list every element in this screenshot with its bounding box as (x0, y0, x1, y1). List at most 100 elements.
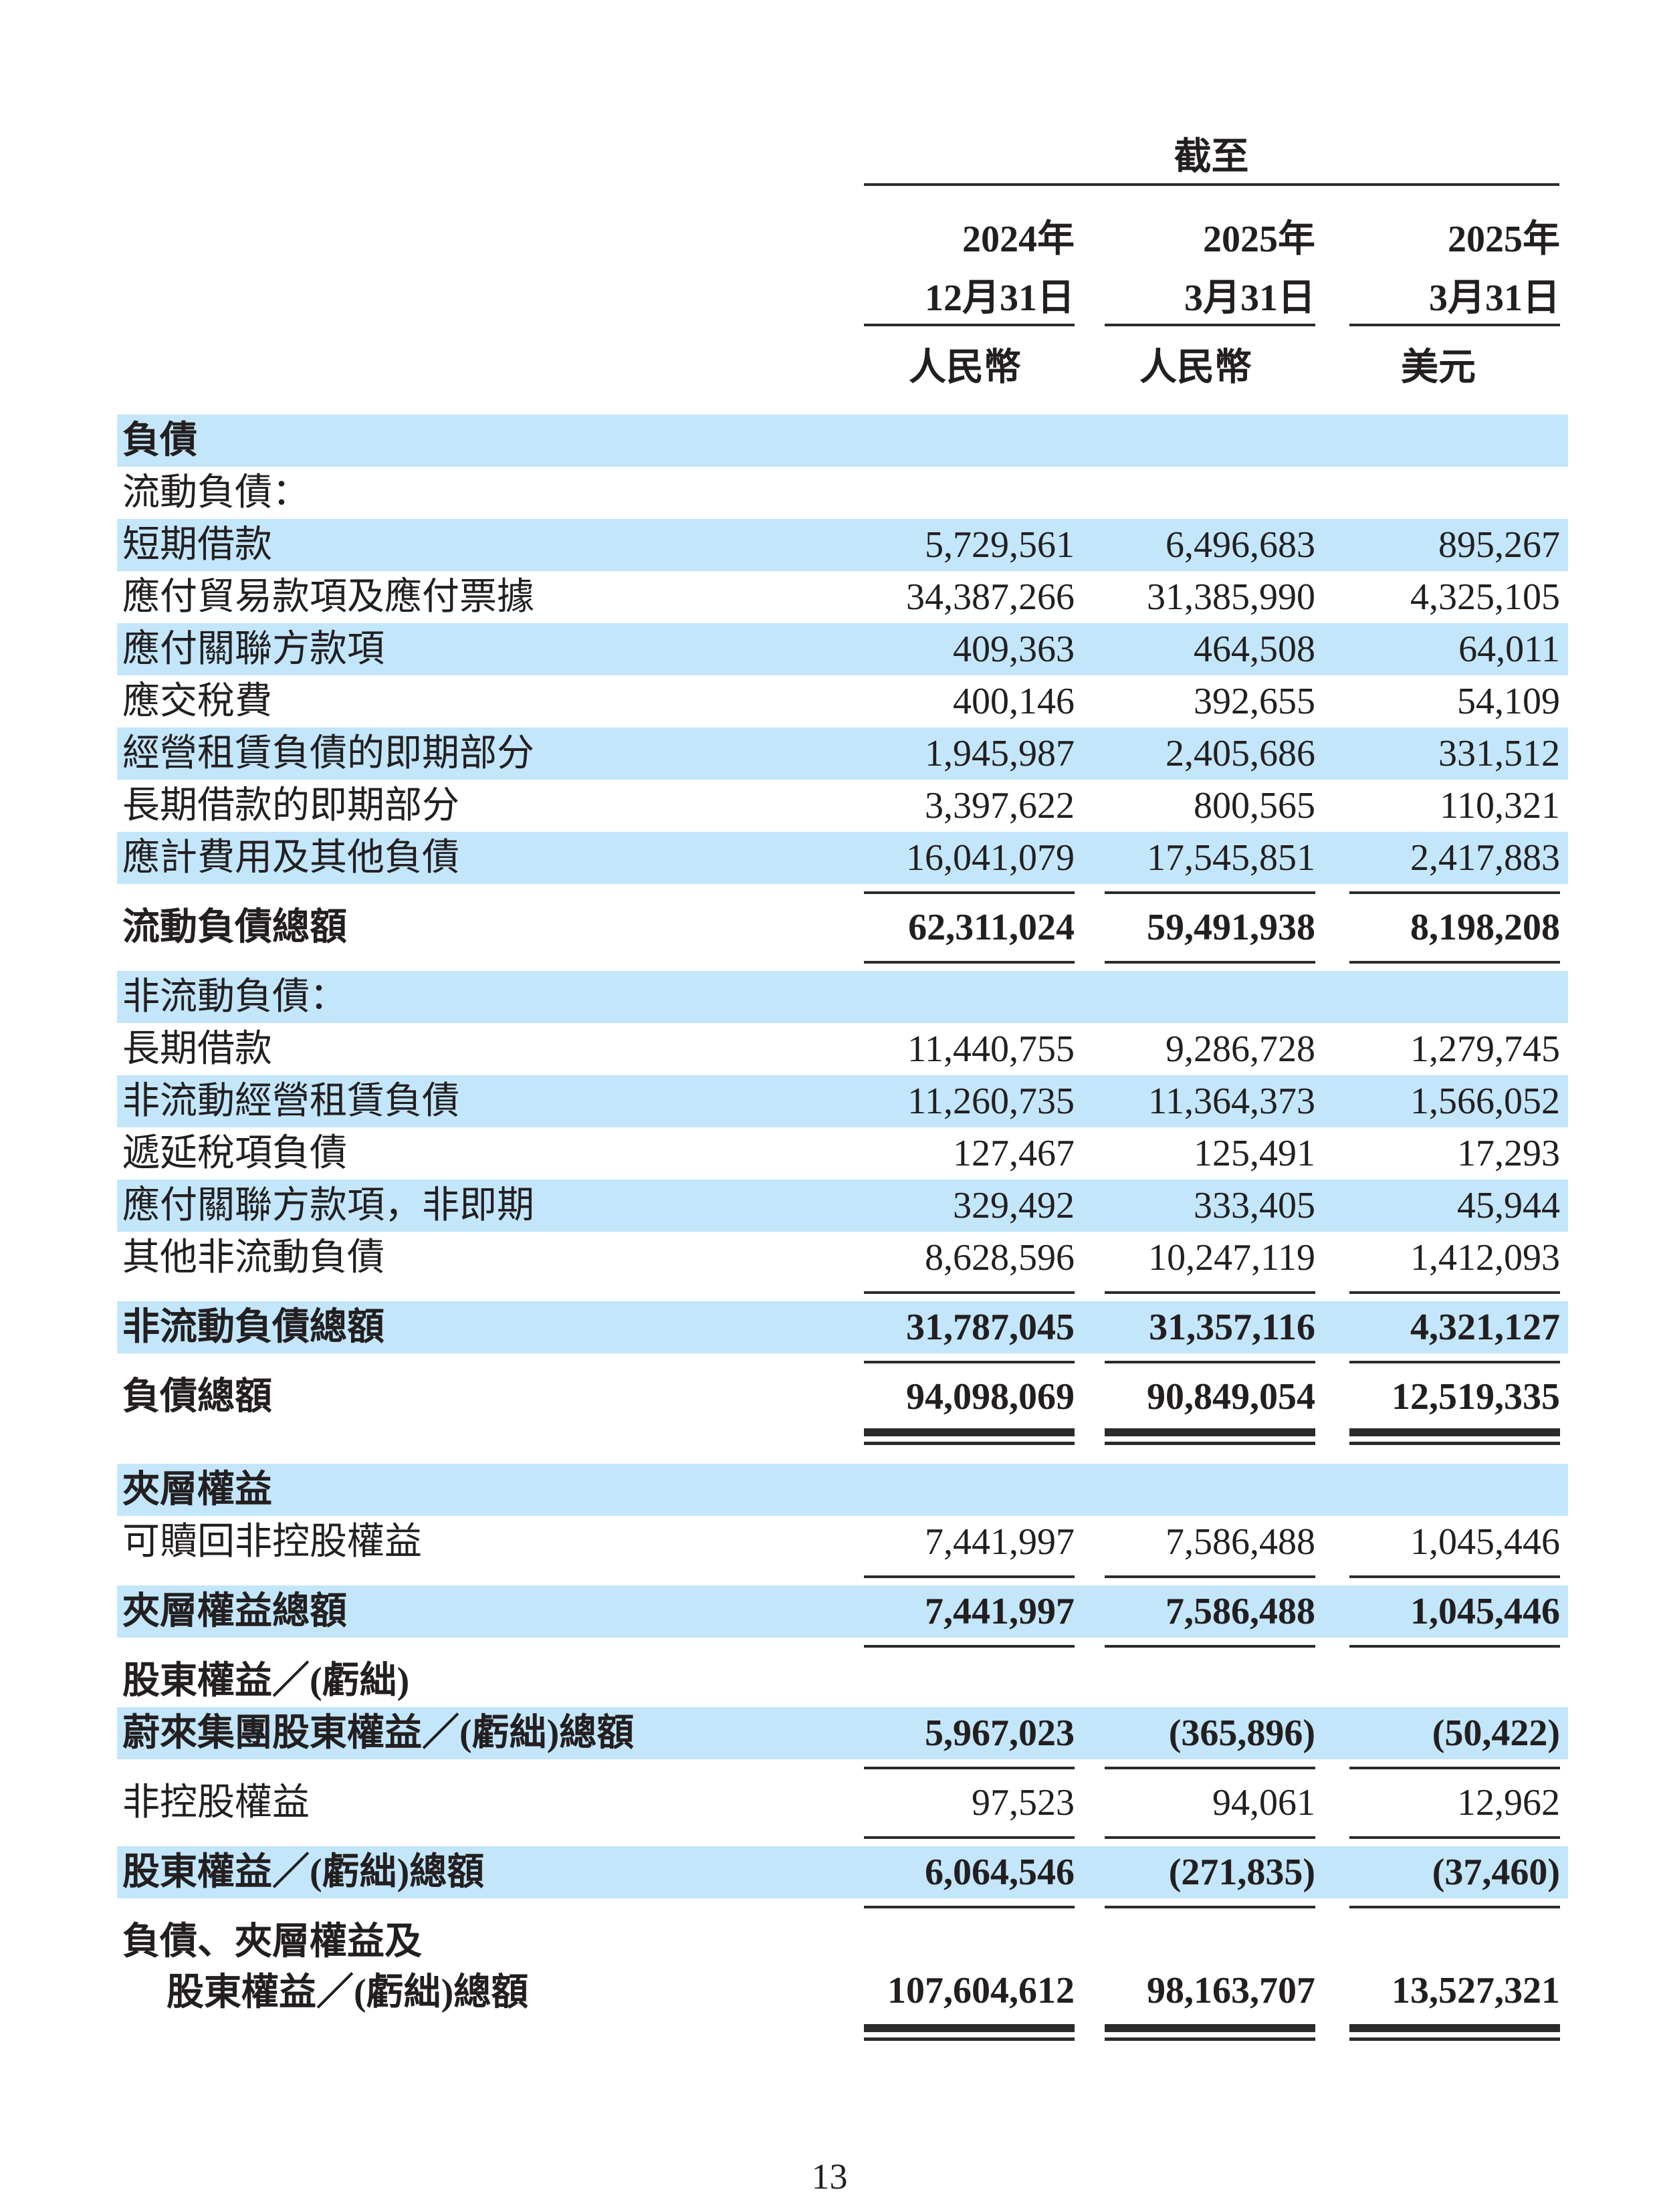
value-cell (855, 415, 1075, 467)
value-cell: 13,527,321 (1392, 1970, 1560, 2011)
value-cell: 464,508 (1194, 629, 1315, 670)
single-rule (1105, 891, 1315, 894)
double-rule (1105, 2024, 1315, 2041)
single-rule (1349, 891, 1560, 894)
column-currency: 人民幣 (909, 347, 1021, 389)
single-rule (1349, 1836, 1560, 1839)
single-rule (1349, 961, 1560, 964)
row-label: 負債 (122, 420, 197, 461)
row-label: 長期借款 (122, 1028, 272, 1070)
value-cell: 12,519,335 (1392, 1376, 1560, 1418)
table-row: 流動負債總額 62,311,024 59,491,938 8,198,208 (117, 901, 1568, 954)
value-cell: 6,496,683 (1166, 524, 1315, 566)
value-cell: 17,293 (1457, 1133, 1560, 1174)
total-rule-row (117, 1284, 1568, 1301)
total-rule-row (117, 1898, 1568, 1916)
row-label: 應計費用及其他負債 (122, 837, 459, 879)
table-row: 經營租賃負債的即期部分 1,945,987 2,405,686 331,512 (117, 728, 1568, 780)
value-cell (1075, 1655, 1316, 1707)
value-cell (1075, 415, 1316, 467)
double-rule (864, 2024, 1075, 2041)
value-cell: 54,109 (1457, 681, 1560, 722)
value-cell: 16,041,079 (906, 837, 1075, 879)
table-row: 應付貿易款項及應付票據 34,387,266 31,385,990 4,325,105 (117, 571, 1568, 623)
row-label: 非流動負債： (122, 976, 347, 1018)
row-label: 應交稅費 (122, 681, 272, 722)
value-cell: 7,586,488 (1166, 1591, 1315, 1632)
row-label: 非流動經營租賃負債 (122, 1081, 459, 1122)
value-cell: 31,357,116 (1149, 1307, 1315, 1348)
row-label: 夾層權益總額 (122, 1591, 347, 1632)
single-rule (864, 1575, 1075, 1578)
currency-row: 人民幣 人民幣 美元 (117, 332, 1568, 391)
value-cell: 331,512 (1438, 733, 1560, 774)
value-cell: 5,967,023 (925, 1712, 1075, 1754)
single-rule (1349, 1767, 1560, 1769)
value-cell: 94,098,069 (906, 1376, 1075, 1418)
value-cell: 392,655 (1194, 681, 1315, 722)
column-year: 2024年 (962, 219, 1075, 260)
single-rule (1349, 1645, 1560, 1648)
value-cell: 7,586,488 (1166, 1521, 1315, 1563)
value-cell: 12,962 (1457, 1782, 1560, 1823)
table-row: 應付關聯方款項 409,363 464,508 64,011 (117, 623, 1568, 675)
single-rule (864, 961, 1075, 964)
single-rule (864, 1291, 1075, 1294)
row-label: 流動負債總額 (122, 907, 347, 948)
single-rule (1105, 1906, 1315, 1908)
value-cell: 31,787,045 (906, 1307, 1075, 1348)
single-rule (864, 1767, 1075, 1769)
column-date: 12月31日 (925, 278, 1075, 319)
value-cell: 59,491,938 (1147, 907, 1315, 948)
double-rule (1105, 1428, 1315, 1445)
table-body: 負債 流動負債： 短期借款 5,729,561 6,496,683 895,267 應付貿易… (117, 415, 1568, 2060)
value-cell: 107,604,612 (887, 1970, 1075, 2011)
value-cell: 1,279,745 (1410, 1028, 1560, 1070)
table-row: 短期借款 5,729,561 6,496,683 895,267 (117, 519, 1568, 571)
value-cell: 1,045,446 (1410, 1591, 1560, 1632)
double-total-rule-row (117, 1423, 1568, 1464)
value-cell: 9,286,728 (1166, 1028, 1315, 1070)
value-cell: (50,422) (1432, 1712, 1560, 1754)
value-cell: 400,146 (953, 681, 1075, 722)
value-cell (1316, 467, 1568, 519)
value-cell: 45,944 (1457, 1185, 1560, 1226)
single-rule (864, 1645, 1075, 1648)
table-row: 股東權益／(虧絀) (117, 1655, 1568, 1707)
table-row: 遞延稅項負債 127,467 125,491 17,293 (117, 1127, 1568, 1180)
value-cell: 8,628,596 (925, 1237, 1075, 1279)
total-rule-row (117, 1759, 1568, 1777)
value-cell: 1,412,093 (1410, 1237, 1560, 1279)
total-rule-row (117, 1638, 1568, 1655)
single-rule (1349, 1361, 1560, 1363)
value-cell: 17,545,851 (1147, 837, 1315, 879)
value-cell: 800,565 (1194, 785, 1315, 826)
value-cell (855, 467, 1075, 519)
as-of-row: 截至 (117, 127, 1568, 183)
value-cell: 409,363 (953, 629, 1075, 670)
row-label: 負債總額 (122, 1376, 272, 1418)
value-cell: 64,011 (1458, 629, 1560, 670)
value-cell: 31,385,990 (1147, 576, 1315, 618)
value-cell: 11,260,735 (907, 1081, 1075, 1122)
row-label: 負債、夾層權益及 股東權益／(虧絀)總額 (117, 1916, 855, 2019)
row-label: 蔚來集團股東權益／(虧絀)總額 (122, 1712, 635, 1754)
date-row: 12月31日 3月31日 3月31日 (117, 259, 1568, 318)
row-label: 非流動負債總額 (122, 1307, 384, 1348)
value-cell: 127,467 (953, 1133, 1075, 1174)
total-rule-row (117, 1568, 1568, 1585)
double-rule (1349, 1428, 1560, 1445)
single-rule (864, 1906, 1075, 1908)
row-label: 其他非流動負債 (122, 1237, 384, 1279)
table-row: 其他非流動負債 8,628,596 10,247,119 1,412,093 (117, 1232, 1568, 1284)
value-cell: 7,441,997 (925, 1521, 1075, 1563)
row-label-line: 負債、夾層權益及 (122, 1921, 422, 1963)
header-rule (864, 183, 1559, 186)
single-rule (1349, 1575, 1560, 1578)
table-row: 非流動負債總額 31,787,045 31,357,116 4,321,127 (117, 1301, 1568, 1353)
value-cell: (271,835) (1168, 1852, 1315, 1893)
value-cell: 97,523 (972, 1782, 1075, 1823)
value-cell: 110,321 (1440, 785, 1560, 826)
table-row: 長期借款的即期部分 3,397,622 800,565 110,321 (117, 780, 1568, 832)
value-cell: (365,896) (1168, 1712, 1315, 1754)
